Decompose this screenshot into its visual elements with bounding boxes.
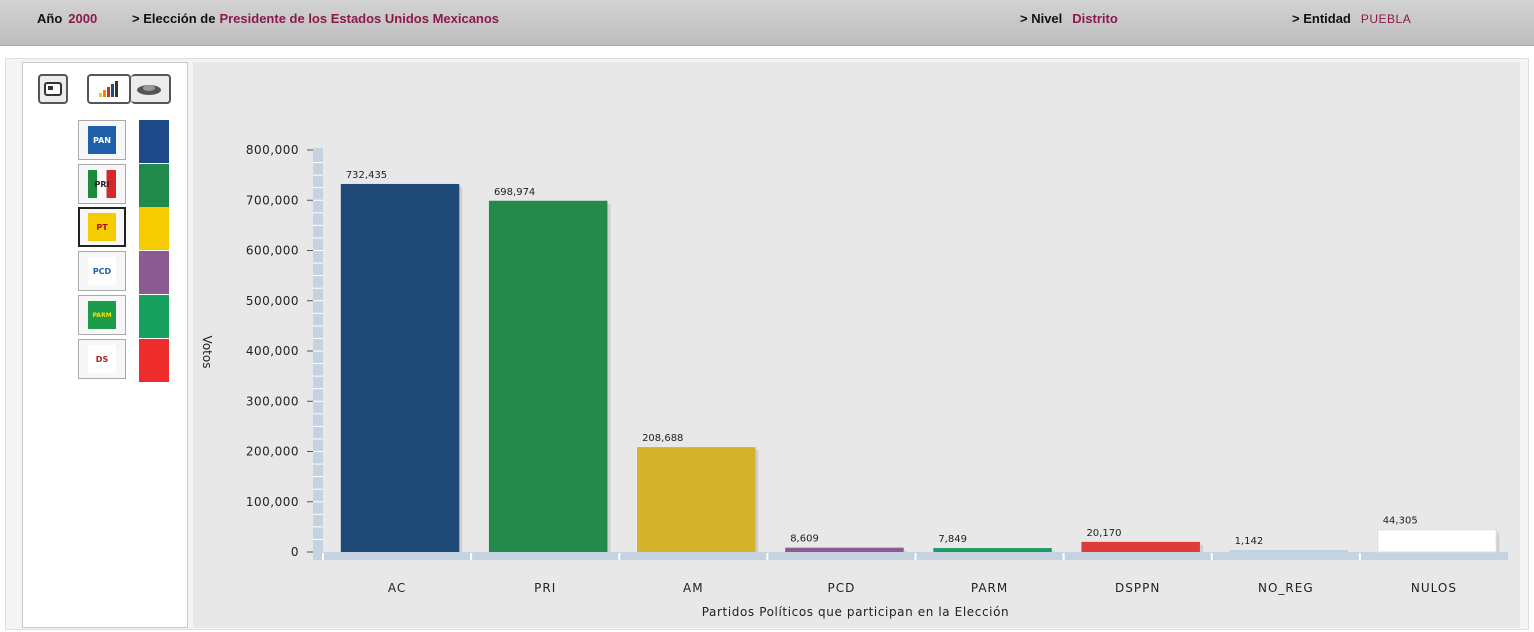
party-button-parm[interactable]: PARM	[78, 295, 126, 335]
y-tick-label: 500,000	[246, 294, 299, 308]
am-logo-text: PT	[96, 222, 108, 232]
x-tick-label: PARM	[971, 581, 1008, 595]
bar-am	[637, 447, 756, 552]
nivel-value[interactable]: Distrito	[1072, 11, 1118, 26]
dsppn-logo: DS	[88, 345, 116, 373]
x-tick-label: NO_REG	[1258, 581, 1314, 595]
entidad-label: > Entidad	[1292, 11, 1351, 26]
x-tick-label: NULOS	[1411, 581, 1457, 595]
pcd-logo: PCD	[88, 257, 116, 285]
x-tick-label: AC	[388, 581, 406, 595]
pri-logo-text: PRI	[94, 179, 110, 189]
y-tick-label: 400,000	[246, 344, 299, 358]
anio-label: Año	[37, 11, 63, 26]
dsppn-logo-text: DS	[95, 354, 109, 364]
car-view-button[interactable]	[131, 74, 171, 104]
entidad-value[interactable]: PUEBLA	[1360, 12, 1412, 26]
value-label: 732,435	[346, 170, 387, 181]
eleccion-value[interactable]: Presidente de los Estados Unidos Mexican…	[219, 11, 500, 26]
value-label: 44,305	[1383, 516, 1418, 527]
x-tick-label: DSPPN	[1115, 581, 1160, 595]
x-tick-label: PRI	[534, 581, 556, 595]
party-color-swatch-pan	[139, 120, 169, 163]
y-tick-label: 200,000	[246, 445, 299, 459]
x-axis-label: Partidos Políticos que participan en la …	[702, 605, 1009, 619]
y-tick-label: 800,000	[246, 143, 299, 157]
bar-chart: 0 100,000 200,000 300,000 400,000 500,000 600,…	[200, 143, 1508, 619]
bar-nulos	[1377, 529, 1497, 553]
prd-pt-coalition-logo: PT	[88, 213, 116, 241]
eleccion-label: > Elección de	[132, 11, 216, 26]
y-tick-label: 300,000	[246, 394, 299, 408]
party-color-swatch-pri	[139, 164, 169, 207]
anio-value[interactable]: 2000	[68, 11, 98, 26]
bar-chart-view-button[interactable]	[87, 74, 131, 104]
chart-area: 0 100,000 200,000 300,000 400,000 500,000 600,…	[193, 62, 1520, 628]
x-tick-label: AM	[683, 581, 704, 595]
value-label: 7,849	[938, 534, 967, 545]
y-tick-label: 700,000	[246, 193, 299, 207]
pri-logo: PRI	[88, 170, 116, 198]
bar-ac	[340, 183, 460, 552]
y-tick-label: 0	[291, 545, 299, 559]
y-axis-wall	[313, 148, 323, 552]
party-button-dsppn[interactable]: DS	[78, 339, 126, 379]
pan-pvem-logo: PAN	[88, 126, 116, 154]
entidad-breadcrumb: > Entidad PUEBLA	[1292, 11, 1411, 26]
bar-pcd	[785, 547, 904, 552]
car-icon	[137, 85, 161, 95]
value-label: 20,170	[1086, 528, 1121, 539]
anio-breadcrumb: Año 2000	[37, 11, 97, 26]
nivel-label: > Nivel	[1020, 11, 1063, 26]
nivel-breadcrumb: > Nivel Distrito	[1020, 11, 1118, 26]
bar-chart-icon	[99, 81, 118, 97]
map-icon	[44, 82, 62, 96]
eleccion-breadcrumb: > Elección de Presidente de los Estados U…	[132, 11, 499, 26]
parm-logo-text: PARM	[92, 311, 112, 319]
y-axis-label: Votos	[200, 336, 214, 369]
party-button-pcd[interactable]: PCD	[78, 251, 126, 291]
x-axis-floor	[313, 552, 1508, 560]
party-color-swatch-pcd	[139, 251, 169, 294]
map-view-button[interactable]	[38, 74, 68, 104]
bar-dsppn	[1081, 541, 1200, 552]
value-label: 8,609	[790, 534, 819, 545]
x-tick-label: PCD	[828, 581, 856, 595]
y-tick-label: 600,000	[246, 244, 299, 258]
bar-pri	[488, 200, 608, 552]
value-label: 208,688	[642, 433, 683, 444]
bar-no_reg	[1229, 550, 1349, 552]
party-button-am[interactable]: PT	[78, 207, 126, 247]
bar-parm	[933, 548, 1052, 552]
value-label: 1,142	[1235, 536, 1264, 547]
party-button-pri[interactable]: PRI	[78, 164, 126, 204]
value-label: 698,974	[494, 187, 535, 198]
party-color-swatch-parm	[139, 295, 169, 338]
pan-logo-text: PAN	[92, 135, 111, 145]
party-color-swatch-am	[139, 207, 169, 250]
party-button-pan[interactable]: PAN	[78, 120, 126, 160]
pcd-logo-text: PCD	[92, 266, 112, 276]
header-bar: Año 2000 > Elección de Presidente de los E…	[0, 0, 1534, 46]
party-color-swatch-dsppn	[139, 339, 169, 382]
parm-logo: PARM	[88, 301, 116, 329]
y-tick-label: 100,000	[246, 495, 299, 509]
